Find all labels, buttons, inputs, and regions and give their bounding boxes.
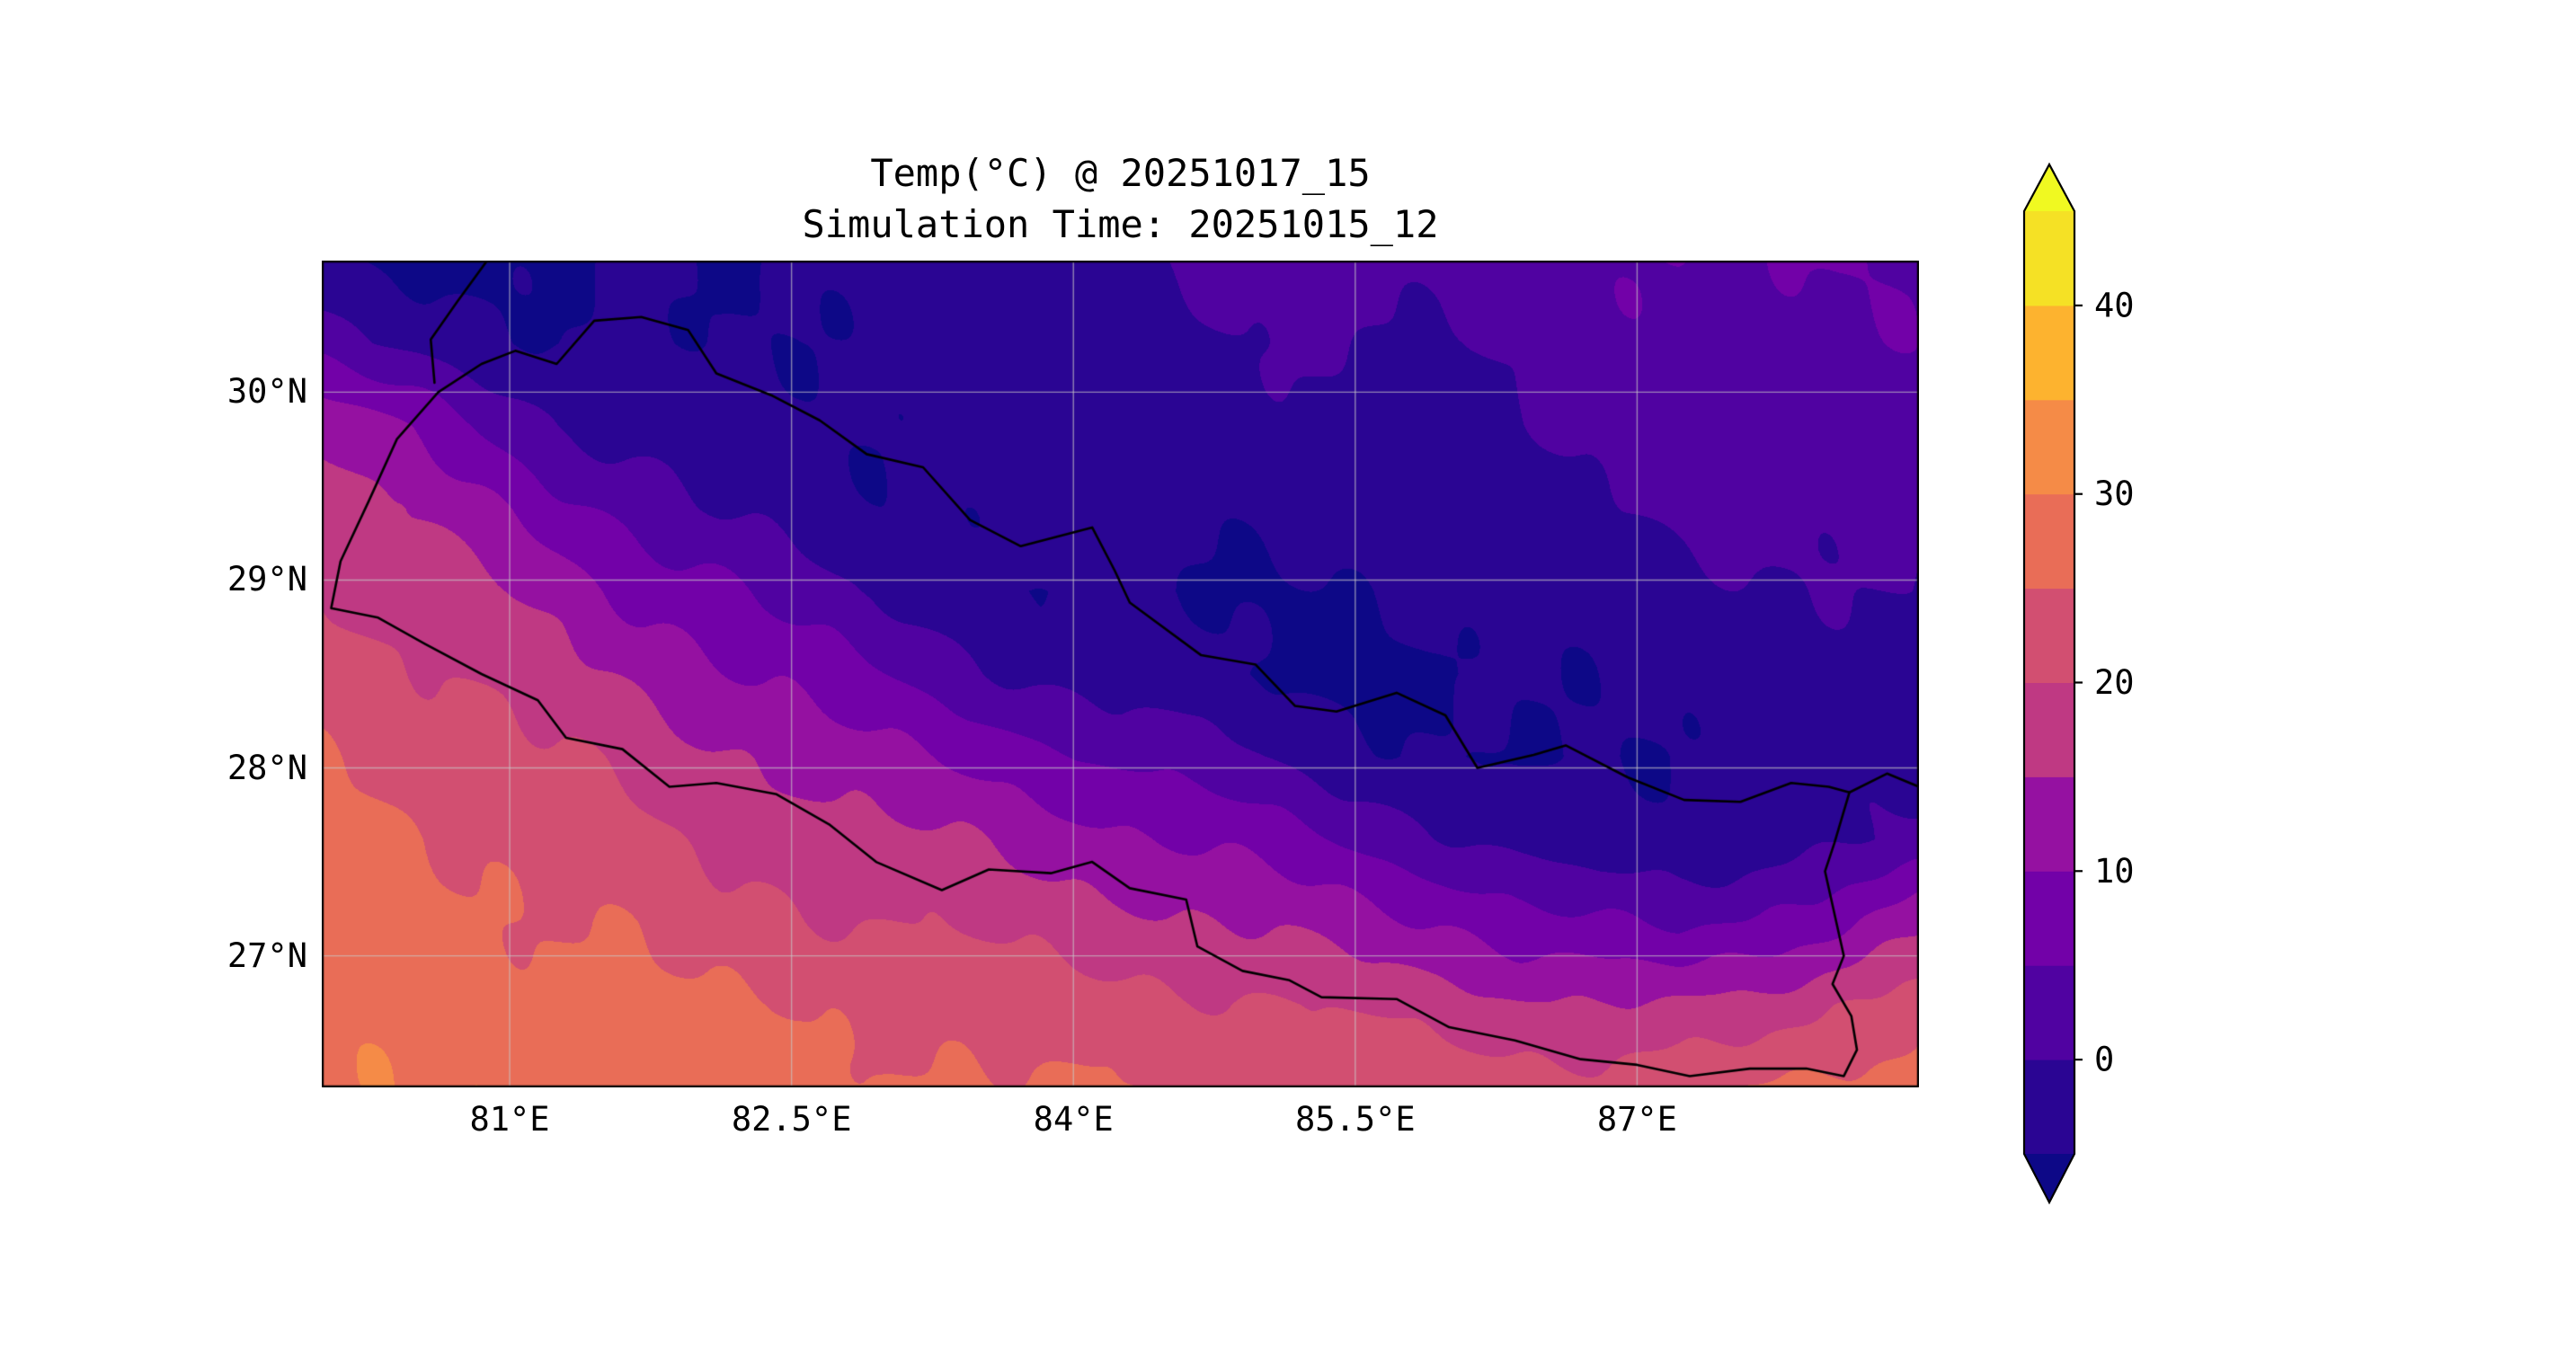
colorbar-tick-label: 40 — [2094, 286, 2135, 324]
temperature-contour-map — [322, 261, 1919, 1087]
plot-title-line1: Temp(°C) @ 20251017_15 — [870, 151, 1371, 195]
x-tick-label: 85.5°E — [1294, 1100, 1416, 1139]
colorbar-tick-label: 30 — [2094, 474, 2135, 513]
y-tick-label: 28°N — [227, 748, 307, 787]
colorbar-outline — [2022, 162, 2076, 1205]
colorbar-band — [2024, 776, 2074, 872]
colorbar-tick-label: 20 — [2094, 663, 2135, 702]
colorbar-band — [2024, 210, 2074, 306]
colorbar-band — [2024, 493, 2074, 590]
colorbar-band — [2024, 870, 2074, 966]
colorbar-band — [2024, 399, 2074, 495]
colorbar-band — [2024, 305, 2074, 401]
plot-title: Temp(°C) @ 20251017_15 Simulation Time: … — [322, 147, 1919, 250]
colorbar-over-arrow — [2024, 164, 2074, 211]
x-tick-label: 81°E — [469, 1100, 550, 1139]
y-tick-label: 30°N — [227, 372, 307, 412]
colorbar-tick-label: 0 — [2094, 1041, 2114, 1079]
y-tick-label: 29°N — [227, 560, 307, 599]
colorbar-band — [2024, 964, 2074, 1060]
y-tick-label: 27°N — [227, 936, 307, 975]
colorbar-band — [2024, 1059, 2074, 1155]
plot-title-line2: Simulation Time: 20251015_12 — [802, 202, 1439, 246]
x-tick-label: 87°E — [1596, 1100, 1677, 1139]
x-tick-label: 84°E — [1033, 1100, 1114, 1139]
colorbar-under-arrow — [2024, 1154, 2074, 1202]
x-tick-label: 82.5°E — [731, 1100, 852, 1139]
colorbar: 0 10 20 30 40 — [2022, 162, 2135, 1205]
colorbar-band — [2024, 588, 2074, 683]
colorbar-tick-label: 10 — [2094, 852, 2135, 891]
colorbar-band — [2024, 682, 2074, 777]
